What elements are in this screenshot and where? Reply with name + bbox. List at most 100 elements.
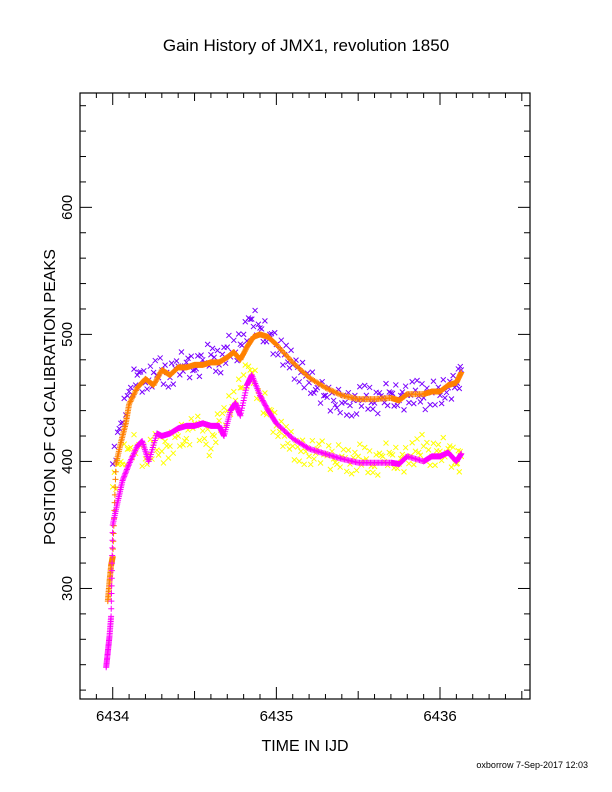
data-point — [458, 369, 465, 376]
data-point — [239, 384, 245, 391]
data-point — [327, 466, 334, 473]
data-point — [108, 567, 115, 574]
data-point — [110, 530, 117, 537]
data-point — [299, 359, 306, 366]
y-tick-label: 400 — [59, 449, 76, 474]
data-point — [277, 424, 284, 431]
data-point — [273, 420, 280, 427]
data-point — [402, 444, 409, 451]
data-point — [376, 389, 383, 396]
data-point — [144, 386, 150, 392]
data-point — [317, 460, 324, 466]
axis-ticks: 6434 6435 6436 300 400 500 600 — [59, 93, 530, 725]
data-point — [304, 444, 311, 451]
data-point — [250, 323, 257, 330]
data-point — [365, 469, 371, 476]
data-point — [109, 553, 116, 560]
data-point — [119, 419, 126, 426]
data-point — [121, 471, 128, 478]
data-point — [296, 378, 303, 385]
data-point — [410, 461, 417, 468]
data-point — [284, 440, 291, 447]
data-point — [309, 437, 316, 444]
data-point — [301, 461, 308, 468]
data-point — [425, 446, 432, 453]
data-point — [242, 389, 249, 396]
data-point — [442, 395, 448, 401]
data-point — [280, 426, 287, 433]
data-point — [300, 369, 307, 376]
data-point — [330, 388, 337, 395]
data-point — [446, 443, 453, 449]
data-point — [263, 403, 270, 410]
data-point — [343, 468, 350, 475]
data-point — [204, 341, 211, 348]
data-point — [366, 384, 373, 391]
data-point — [109, 552, 116, 559]
data-point — [456, 385, 463, 392]
data-point — [180, 441, 186, 448]
data-point — [240, 397, 247, 404]
data-point — [288, 357, 295, 364]
data-point — [275, 433, 281, 440]
data-point — [383, 380, 389, 387]
data-point — [151, 380, 158, 387]
data-point — [158, 448, 165, 455]
data-point — [340, 446, 347, 453]
data-point — [121, 473, 128, 480]
data-point — [280, 362, 286, 368]
data-point — [248, 316, 255, 322]
data-point — [293, 363, 300, 370]
data-point — [208, 351, 214, 358]
data-point — [435, 441, 442, 448]
data-point — [129, 394, 136, 401]
data-point — [131, 390, 138, 397]
data-point — [132, 388, 139, 395]
data-point — [335, 442, 342, 448]
data-point — [239, 402, 246, 409]
data-point — [322, 384, 329, 391]
data-marks — [103, 307, 465, 671]
data-point — [291, 360, 298, 367]
data-point — [284, 430, 291, 437]
x-tick-label: 6435 — [260, 708, 293, 725]
data-point — [108, 605, 115, 612]
data-point — [329, 448, 335, 455]
data-point — [150, 382, 157, 389]
data-point — [321, 383, 328, 390]
data-point — [116, 425, 123, 432]
data-point — [285, 431, 292, 438]
data-point — [176, 443, 183, 449]
data-point — [123, 467, 130, 474]
data-point — [386, 389, 393, 395]
data-point — [332, 402, 339, 408]
data-point — [261, 399, 268, 406]
data-point — [337, 464, 344, 470]
data-point — [243, 384, 250, 391]
data-point — [226, 332, 232, 339]
data-point — [440, 434, 447, 441]
data-point — [289, 359, 296, 366]
data-point — [224, 344, 231, 350]
data-point — [257, 393, 264, 400]
data-point — [272, 340, 278, 347]
data-point — [278, 337, 285, 344]
data-point — [196, 373, 203, 380]
data-point — [183, 435, 190, 442]
data-point — [317, 400, 324, 406]
data-point — [155, 373, 162, 380]
data-point — [384, 402, 391, 409]
data-point — [214, 347, 221, 354]
data-point — [311, 456, 317, 462]
data-point — [120, 474, 127, 481]
data-point — [291, 457, 298, 463]
data-point — [139, 463, 146, 470]
x-tick-label: 6434 — [96, 708, 129, 725]
data-point — [147, 363, 154, 370]
data-point — [239, 342, 245, 349]
data-point — [109, 560, 116, 567]
data-point — [139, 389, 146, 395]
data-point — [239, 405, 245, 412]
data-point — [126, 401, 133, 408]
